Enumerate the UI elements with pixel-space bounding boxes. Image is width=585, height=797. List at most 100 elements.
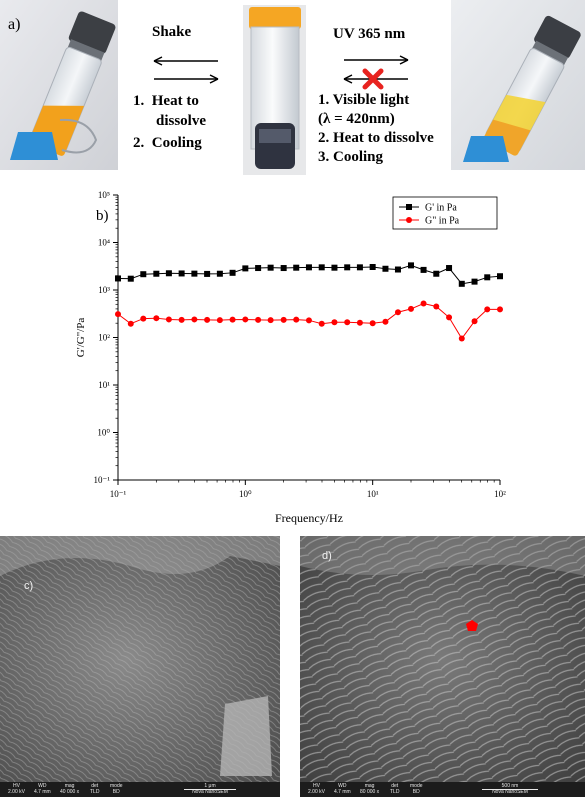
sem-c-wd-key: WD: [38, 783, 47, 789]
data-point-gprime: [318, 264, 325, 271]
data-point-gprime: [369, 263, 376, 270]
data-point-gdoubleprime: [497, 306, 503, 313]
y-tick-label: 10²: [98, 333, 110, 343]
sem-d-det-key: det: [391, 783, 399, 789]
sem-c-scale: 1 μm Nova NanoSEM: [150, 783, 270, 795]
sem-c-mode-key: mode: [110, 783, 123, 789]
data-point-gprime: [458, 280, 465, 287]
sem-c-det-val: TLD: [90, 788, 100, 795]
data-point-gdoubleprime: [293, 316, 300, 323]
sem-d-mode-key: mode: [410, 783, 423, 789]
y-tick-label: 10³: [98, 285, 110, 295]
sem-d-wd: WD 4.7 mm: [334, 783, 351, 795]
data-point-gdoubleprime: [433, 303, 440, 310]
data-point-gprime: [497, 273, 503, 280]
data-point-gdoubleprime: [305, 317, 312, 324]
data-point-gdoubleprime: [318, 320, 325, 327]
data-point-gdoubleprime: [420, 300, 427, 307]
data-point-gdoubleprime: [191, 316, 198, 323]
sem-image-c: c) HV 2.00 kV WD 4.7 mm mag 40 000 x det TLD…: [0, 536, 280, 797]
uv-label: UV 365 nm: [333, 26, 406, 42]
data-point-gdoubleprime: [127, 320, 134, 327]
data-point-gdoubleprime: [484, 306, 491, 313]
photo-vial-orange-gel: [0, 0, 118, 170]
left-step-1b: dissolve: [156, 113, 207, 129]
data-point-gprime: [216, 270, 223, 277]
data-point-gdoubleprime: [280, 316, 287, 323]
y-tick-label: 10⁵: [98, 190, 110, 200]
data-point-gdoubleprime: [204, 316, 211, 323]
sem-image-d: d) HV 2.00 kV WD 4.7 mm mag 80 000 x det TLD…: [300, 536, 585, 797]
sem-d-hv: HV 2.00 kV: [308, 783, 325, 795]
data-point-gprime: [356, 264, 363, 271]
right-step-3: 3. Cooling: [318, 149, 384, 165]
data-point-gdoubleprime: [115, 311, 121, 318]
rheology-chart: 10⁻¹ 10⁰ 10¹ 10² 10³ 10⁴ 10⁵ 10⁻¹ 10⁰ 10¹ 10² Frequ…: [75, 190, 506, 525]
sem-c-scale-val: Nova NanoSEM: [192, 788, 228, 795]
x-axis-label: Frequency/Hz: [275, 511, 343, 525]
data-point-gprime: [305, 264, 312, 271]
data-point-gdoubleprime: [229, 316, 236, 323]
sem-d-det: det TLD: [390, 783, 400, 795]
sem-d-scale-val: Nova NanoSEM: [492, 788, 528, 795]
y-tick-label: 10⁻¹: [94, 475, 111, 485]
data-point-gprime: [140, 271, 147, 278]
sem-c-scale-key: 1 μm: [184, 783, 236, 790]
sem-d-hv-val: 2.00 kV: [308, 788, 325, 795]
data-point-gdoubleprime: [267, 317, 274, 324]
sem-d-mode: mode BD: [410, 783, 423, 795]
data-point-gprime: [280, 265, 287, 272]
data-point-gprime: [191, 270, 198, 277]
data-point-gprime: [255, 265, 262, 272]
sem-c-hv-val: 2.00 kV: [8, 788, 25, 795]
data-point-gdoubleprime: [344, 319, 351, 326]
panel-a-label: a): [8, 16, 21, 33]
panel-b-label: b): [96, 208, 109, 224]
sem-d-mag-key: mag: [364, 783, 375, 789]
legend-entry: G" in Pa: [425, 216, 460, 227]
sem-c-det-key: det: [91, 783, 99, 789]
y-tick-label: 10⁰: [97, 428, 110, 438]
sem-c-mode-val: BD: [112, 788, 120, 795]
data-point-gdoubleprime: [255, 316, 262, 323]
data-point-gprime: [407, 262, 414, 269]
red-marker-icon: [466, 620, 478, 631]
sem-d-mode-val: BD: [412, 788, 420, 795]
y-tick-label: 10¹: [98, 380, 110, 390]
x-tick-label: 10⁻¹: [110, 489, 127, 499]
data-point-gdoubleprime: [382, 318, 389, 325]
data-point-gprime: [394, 266, 401, 273]
data-point-gdoubleprime: [140, 315, 147, 322]
data-point-gprime: [229, 269, 236, 276]
sem-d-scale: 500 nm Nova NanoSEM: [450, 783, 570, 795]
data-point-gdoubleprime: [407, 305, 414, 312]
data-point-gdoubleprime: [458, 335, 465, 342]
sem-c-mode: mode BD: [110, 783, 123, 795]
data-point-gdoubleprime: [356, 319, 363, 326]
data-point-gprime: [344, 264, 351, 271]
sem-c-wd: WD 4.7 mm: [34, 783, 51, 795]
data-point-gprime: [204, 270, 211, 277]
sem-c-wd-val: 4.7 mm: [34, 788, 51, 795]
data-point-gdoubleprime: [242, 316, 249, 323]
data-point-gdoubleprime: [446, 314, 453, 321]
sem-d-mag-val: 80 000 x: [360, 788, 380, 795]
data-point-gprime: [433, 270, 440, 277]
sem-c-det: det TLD: [90, 783, 100, 795]
data-point-gdoubleprime: [216, 317, 223, 324]
photo-vial-upright: [243, 5, 306, 175]
y-axis-label: G'/G"/Pa: [75, 318, 87, 358]
right-step-2: 2. Heat to dissolve: [318, 130, 434, 146]
data-point-gprime: [267, 264, 274, 271]
data-point-gdoubleprime: [394, 309, 401, 316]
data-point-gprime: [127, 275, 134, 282]
sem-d-det-val: TLD: [390, 788, 400, 795]
sem-c-hv-key: HV: [13, 783, 20, 789]
data-point-gdoubleprime: [369, 320, 376, 327]
photo-vial-yellow-gel: [451, 0, 585, 170]
data-point-gprime: [331, 264, 338, 271]
legend-marker: [406, 204, 412, 210]
legend-box: [392, 196, 498, 230]
data-point-gprime: [446, 265, 453, 272]
blocked-cross-icon: [362, 68, 384, 90]
